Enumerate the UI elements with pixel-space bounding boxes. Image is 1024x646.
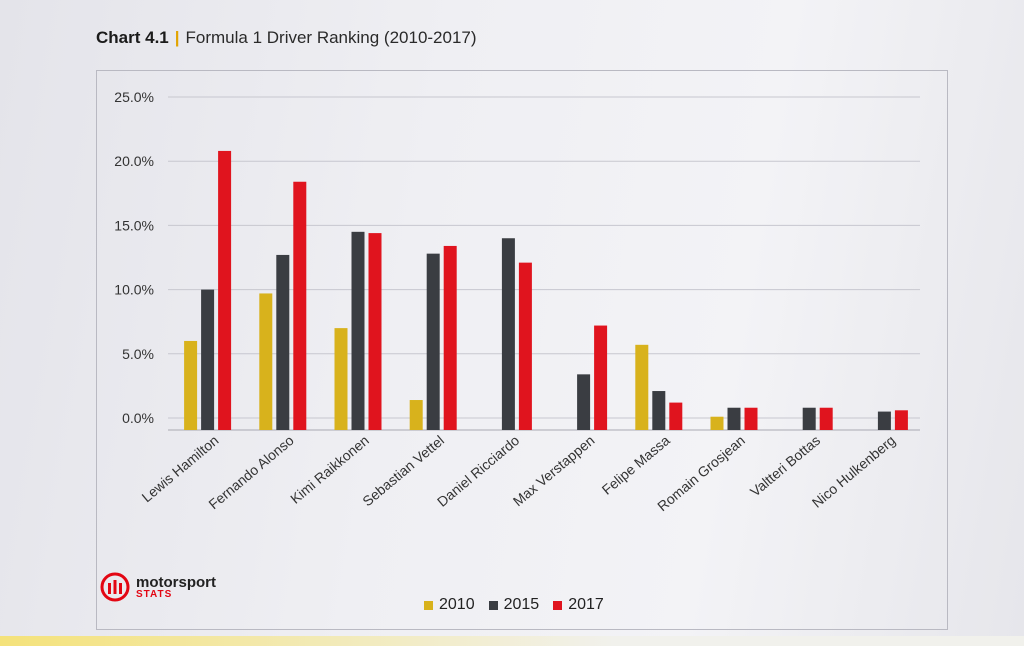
bar-2010-1: [259, 293, 273, 430]
bar-2015-7: [727, 407, 741, 430]
y-tick-label: 10.0%: [114, 282, 154, 298]
bar-2010-3: [409, 400, 423, 430]
logo-name: motorsport: [136, 573, 216, 591]
bar-2015-8: [802, 407, 816, 430]
y-tick-label: 20.0%: [114, 153, 154, 169]
bar-2015-5: [577, 374, 591, 430]
legend-item-2017: 2017: [553, 596, 604, 614]
legend-label: 2015: [503, 596, 540, 613]
y-tick-label: 25.0%: [114, 89, 154, 105]
chart-number: Chart 4.1: [96, 28, 169, 47]
bar-2017-3: [443, 245, 457, 430]
bar-2017-7: [744, 407, 758, 430]
y-tick-label: 0.0%: [122, 410, 154, 426]
chart-title-text: Formula 1 Driver Ranking (2010-2017): [185, 28, 477, 47]
x-tick-label: Valtteri Bottas: [747, 432, 823, 500]
bar-2015-6: [652, 391, 666, 430]
bar-2015-4: [501, 238, 515, 430]
bar-2015-1: [276, 254, 290, 430]
bar-2017-4: [518, 262, 532, 430]
bar-2017-0: [218, 150, 232, 431]
bar-2017-5: [594, 325, 608, 430]
motorsport-stats-logo: motorsport STATS: [100, 572, 216, 602]
bar-2017-1: [293, 181, 307, 430]
x-tick-label: Max Verstappen: [510, 432, 598, 509]
page-edge-strip: [0, 636, 1024, 646]
legend-item-2010: 2010: [424, 596, 475, 614]
x-tick-label: Daniel Ricciardo: [434, 432, 523, 510]
bar-2015-2: [351, 231, 365, 430]
bar-2010-6: [635, 344, 649, 430]
x-tick-label: Lewis Hamilton: [139, 432, 222, 505]
legend-label: 2017: [568, 596, 604, 613]
motorsport-stats-logo-icon: [100, 572, 130, 602]
legend-swatch: [424, 600, 433, 610]
bar-2017-6: [669, 402, 683, 430]
legend-swatch: [553, 600, 563, 610]
title-separator: |: [174, 28, 180, 47]
bar-2015-9: [877, 411, 891, 430]
bar-2015-0: [201, 289, 215, 430]
legend-swatch: [488, 600, 498, 610]
chart-frame: [96, 70, 948, 630]
x-tick-label: Felipe Massa: [599, 432, 673, 498]
legend-item-2015: 2015: [488, 596, 540, 614]
chart-legend: 2010 2015 2017: [424, 596, 604, 614]
legend-label: 2010: [439, 596, 475, 613]
bar-2010-7: [710, 416, 724, 430]
y-tick-label: 15.0%: [114, 217, 154, 233]
bar-2015-3: [426, 253, 440, 430]
chart-title: Chart 4.1 | Formula 1 Driver Ranking (2010…: [96, 28, 477, 48]
bar-2010-2: [334, 328, 348, 430]
logo-sub: STATS: [136, 588, 173, 600]
bar-2017-8: [819, 407, 833, 430]
bar-2017-9: [894, 410, 908, 430]
bar-2010-0: [184, 340, 198, 430]
x-tick-label: Kimi Raikkonen: [287, 432, 372, 507]
bar-2017-2: [368, 233, 382, 430]
y-tick-label: 5.0%: [122, 346, 154, 362]
